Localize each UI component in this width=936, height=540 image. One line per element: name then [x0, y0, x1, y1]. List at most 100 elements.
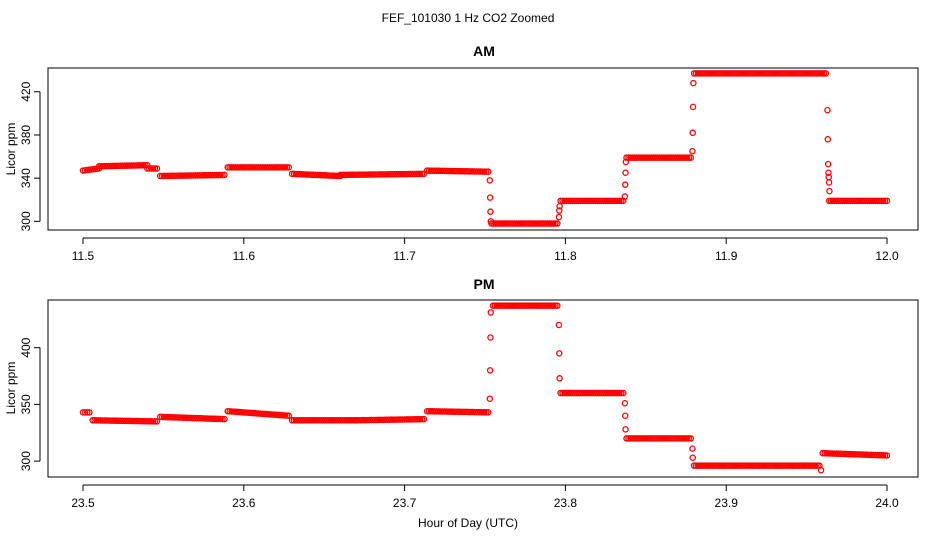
- data-point-am: [554, 220, 561, 227]
- data-point-pm: [486, 395, 494, 402]
- data-point-pm: [689, 454, 697, 461]
- data-point-am: [556, 202, 563, 210]
- data-point-pm: [153, 418, 161, 425]
- data-point-am: [588, 197, 596, 205]
- data-point-pm: [616, 389, 623, 397]
- data-point-pm: [576, 389, 584, 397]
- data-point-pm: [559, 389, 566, 397]
- data-point-pm: [622, 426, 629, 433]
- data-point-pm: [592, 389, 600, 397]
- x-tick-label-am: 11.9: [715, 249, 738, 263]
- data-point-am: [563, 197, 570, 205]
- x-tick-label-pm: 23.9: [715, 496, 739, 510]
- data-point-am: [596, 197, 604, 205]
- y-tick-label-am: 420: [19, 81, 33, 101]
- x-tick-label-pm: 23.6: [232, 496, 256, 510]
- data-point-pm: [620, 389, 627, 397]
- data-point-pm: [81, 409, 89, 416]
- data-point-am: [824, 136, 832, 143]
- data-point-am: [604, 197, 611, 205]
- data-point-am: [610, 197, 617, 205]
- data-point-am: [824, 106, 831, 114]
- data-point-am: [592, 197, 600, 205]
- data-point-pm: [486, 367, 494, 374]
- panel-pm: PM Licor ppm 23.5 23.6 23.7 23.8 23.9 24.0 30…: [4, 276, 919, 510]
- data-point-pm: [586, 389, 594, 397]
- data-point-pm: [420, 415, 428, 423]
- x-tick-label-am: 11.5: [72, 249, 95, 263]
- data-point-pm: [86, 409, 93, 416]
- data-point-am: [567, 197, 574, 205]
- plot-frame-am: [47, 67, 919, 231]
- data-point-pm: [484, 409, 492, 416]
- data-point-pm: [79, 409, 87, 416]
- x-axis-pm: 23.5 23.6 23.7 23.8 23.9 24.0: [71, 484, 899, 510]
- data-point-pm: [557, 389, 564, 397]
- data-point-am: [221, 171, 228, 179]
- data-point-am: [608, 197, 615, 205]
- points-pm: [79, 302, 891, 474]
- data-point-am: [565, 197, 572, 205]
- data-point-am: [573, 197, 580, 205]
- data-point-pm: [608, 389, 615, 397]
- x-tick-label-pm: 23.8: [554, 496, 578, 510]
- plot-frame-pm: [47, 299, 919, 478]
- data-point-pm: [606, 389, 613, 397]
- y-tick-label-am: 340: [19, 168, 33, 188]
- data-point-am: [586, 197, 594, 205]
- data-point-pm: [555, 321, 563, 329]
- data-point-pm: [554, 302, 561, 309]
- data-point-am: [559, 197, 566, 205]
- data-point-am: [687, 154, 695, 161]
- data-point-pm: [602, 389, 609, 397]
- data-point-pm: [817, 466, 825, 474]
- data-point-pm: [687, 435, 695, 442]
- data-point-am: [584, 197, 592, 205]
- y-axis-label-pm: Licor ppm: [4, 362, 18, 415]
- x-tick-label-am: 11.7: [393, 249, 416, 263]
- data-point-am: [574, 197, 582, 205]
- data-point-am: [602, 197, 609, 205]
- data-point-pm: [578, 389, 586, 397]
- y-tick-label-pm: 300: [19, 451, 33, 471]
- data-point-pm: [612, 389, 619, 397]
- data-point-pm: [556, 375, 563, 382]
- data-point-pm: [594, 389, 602, 397]
- y-axis-am: 300 340 380 420: [19, 81, 41, 231]
- data-point-pm: [285, 412, 293, 419]
- data-point-pm: [221, 415, 228, 423]
- x-axis-am: 11.5 11.6 11.7 11.8 11.9 12.0: [72, 237, 899, 263]
- panel-am: AM Licor ppm 11.5 11.6 11.7 11.8 11.9 12.0 30…: [4, 43, 919, 263]
- y-tick-label-am: 300: [19, 211, 33, 231]
- data-point-pm: [580, 389, 588, 397]
- data-point-am: [153, 165, 161, 172]
- data-point-am: [826, 187, 833, 195]
- data-point-pm: [556, 350, 563, 357]
- data-point-pm: [584, 389, 592, 397]
- x-tick-label-pm: 24.0: [875, 496, 899, 510]
- data-point-pm: [561, 389, 568, 397]
- data-point-am: [622, 169, 629, 177]
- data-point-pm: [565, 389, 572, 397]
- data-point-am: [486, 194, 494, 201]
- data-point-pm: [596, 389, 604, 397]
- data-point-pm: [614, 389, 621, 397]
- data-point-am: [689, 103, 697, 111]
- data-point-am: [576, 197, 584, 205]
- data-point-pm: [571, 389, 578, 397]
- data-point-am: [690, 79, 697, 87]
- x-tick-label-am: 12.0: [875, 249, 899, 263]
- data-point-am: [621, 181, 629, 188]
- data-point-pm: [588, 389, 596, 397]
- data-point-pm: [590, 389, 598, 397]
- data-point-pm: [574, 389, 582, 397]
- data-point-am: [825, 169, 832, 177]
- data-point-am: [824, 160, 832, 168]
- data-point-am: [556, 207, 563, 214]
- data-point-pm: [487, 334, 494, 341]
- data-point-am: [594, 197, 602, 205]
- y-tick-label-am: 380: [19, 125, 33, 145]
- data-point-pm: [621, 399, 629, 407]
- data-point-am: [590, 197, 598, 205]
- data-point-am: [582, 197, 590, 205]
